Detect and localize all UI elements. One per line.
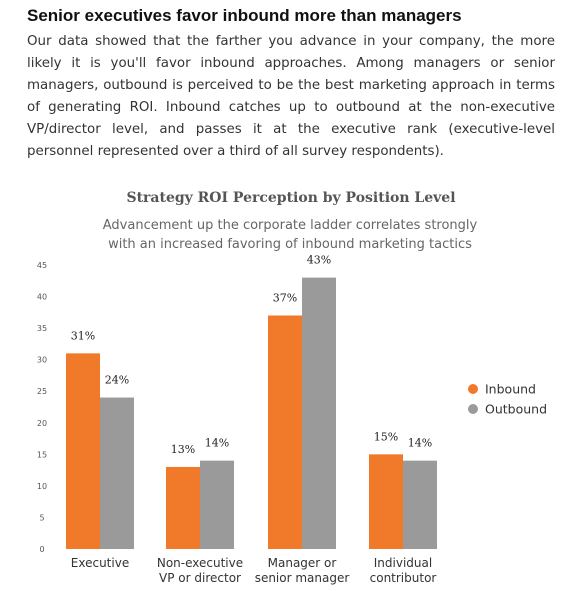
data-label: 43% bbox=[307, 254, 331, 267]
y-tick-label: 5 bbox=[39, 513, 44, 522]
y-tick-label: 35 bbox=[37, 324, 47, 333]
bar-inbound bbox=[166, 466, 200, 549]
section-heading: Senior executives favor inbound more tha… bbox=[27, 6, 462, 25]
chart-subtitle: Advancement up the corporate ladder corr… bbox=[102, 218, 478, 252]
legend-marker-inbound bbox=[468, 384, 478, 394]
bar-inbound bbox=[369, 454, 403, 549]
y-tick-label: 0 bbox=[39, 545, 44, 554]
legend-label-outbound: Outbound bbox=[485, 402, 547, 417]
bar-outbound bbox=[302, 277, 336, 549]
y-tick-label: 40 bbox=[37, 293, 47, 302]
category-label: VP or director bbox=[159, 571, 241, 585]
category-label: Individual bbox=[374, 556, 432, 570]
body-paragraph: Our data showed that the farther you adv… bbox=[27, 34, 555, 159]
bar-inbound bbox=[66, 353, 100, 549]
data-label: 13% bbox=[171, 443, 195, 456]
category-label: Non-executive bbox=[157, 556, 243, 570]
legend-label-inbound: Inbound bbox=[485, 382, 536, 397]
category-label: Executive bbox=[71, 556, 129, 570]
category-label: Manager or bbox=[268, 556, 337, 570]
bar-outbound bbox=[403, 460, 437, 549]
chart-title: Strategy ROI Perception by Position Leve… bbox=[126, 190, 456, 206]
data-label: 14% bbox=[408, 437, 432, 450]
y-tick-label: 10 bbox=[37, 482, 47, 491]
y-tick-label: 25 bbox=[37, 387, 47, 396]
data-label: 24% bbox=[105, 374, 129, 387]
category-label: senior manager bbox=[255, 571, 350, 585]
data-label: 37% bbox=[273, 291, 297, 304]
bar-outbound bbox=[100, 397, 134, 549]
y-tick-label: 30 bbox=[37, 356, 47, 365]
bar-inbound bbox=[268, 315, 302, 549]
data-label: 14% bbox=[205, 437, 229, 450]
legend-marker-outbound bbox=[468, 404, 478, 414]
data-label: 31% bbox=[71, 329, 95, 342]
y-tick-label: 45 bbox=[37, 261, 47, 270]
y-tick-label: 15 bbox=[37, 450, 47, 459]
bar-outbound bbox=[200, 460, 234, 549]
category-label: contributor bbox=[370, 571, 437, 585]
y-tick-label: 20 bbox=[37, 419, 47, 428]
data-label: 15% bbox=[374, 430, 398, 443]
